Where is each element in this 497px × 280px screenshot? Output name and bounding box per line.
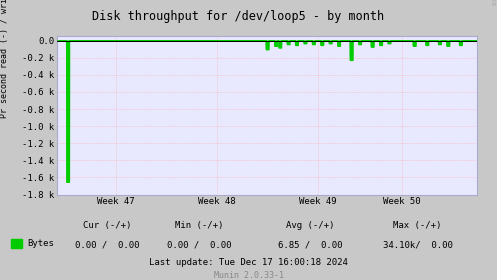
Text: Pr second read (-) / write (+): Pr second read (-) / write (+): [0, 0, 9, 118]
Text: Min (-/+): Min (-/+): [174, 221, 223, 230]
Text: Last update: Tue Dec 17 16:00:18 2024: Last update: Tue Dec 17 16:00:18 2024: [149, 258, 348, 267]
Text: Cur (-/+): Cur (-/+): [83, 221, 131, 230]
Text: Disk throughput for /dev/loop5 - by month: Disk throughput for /dev/loop5 - by mont…: [92, 10, 385, 23]
Text: Bytes: Bytes: [27, 239, 54, 248]
Text: Max (-/+): Max (-/+): [393, 221, 442, 230]
Text: RRDTOOL / TOBI OETIKER: RRDTOOL / TOBI OETIKER: [491, 0, 496, 6]
Text: 0.00 /  0.00: 0.00 / 0.00: [166, 241, 231, 249]
Text: Avg (-/+): Avg (-/+): [286, 221, 335, 230]
Text: Munin 2.0.33-1: Munin 2.0.33-1: [214, 271, 283, 280]
Text: 0.00 /  0.00: 0.00 / 0.00: [75, 241, 139, 249]
Text: 6.85 /  0.00: 6.85 / 0.00: [278, 241, 343, 249]
Text: 34.10k/  0.00: 34.10k/ 0.00: [383, 241, 452, 249]
